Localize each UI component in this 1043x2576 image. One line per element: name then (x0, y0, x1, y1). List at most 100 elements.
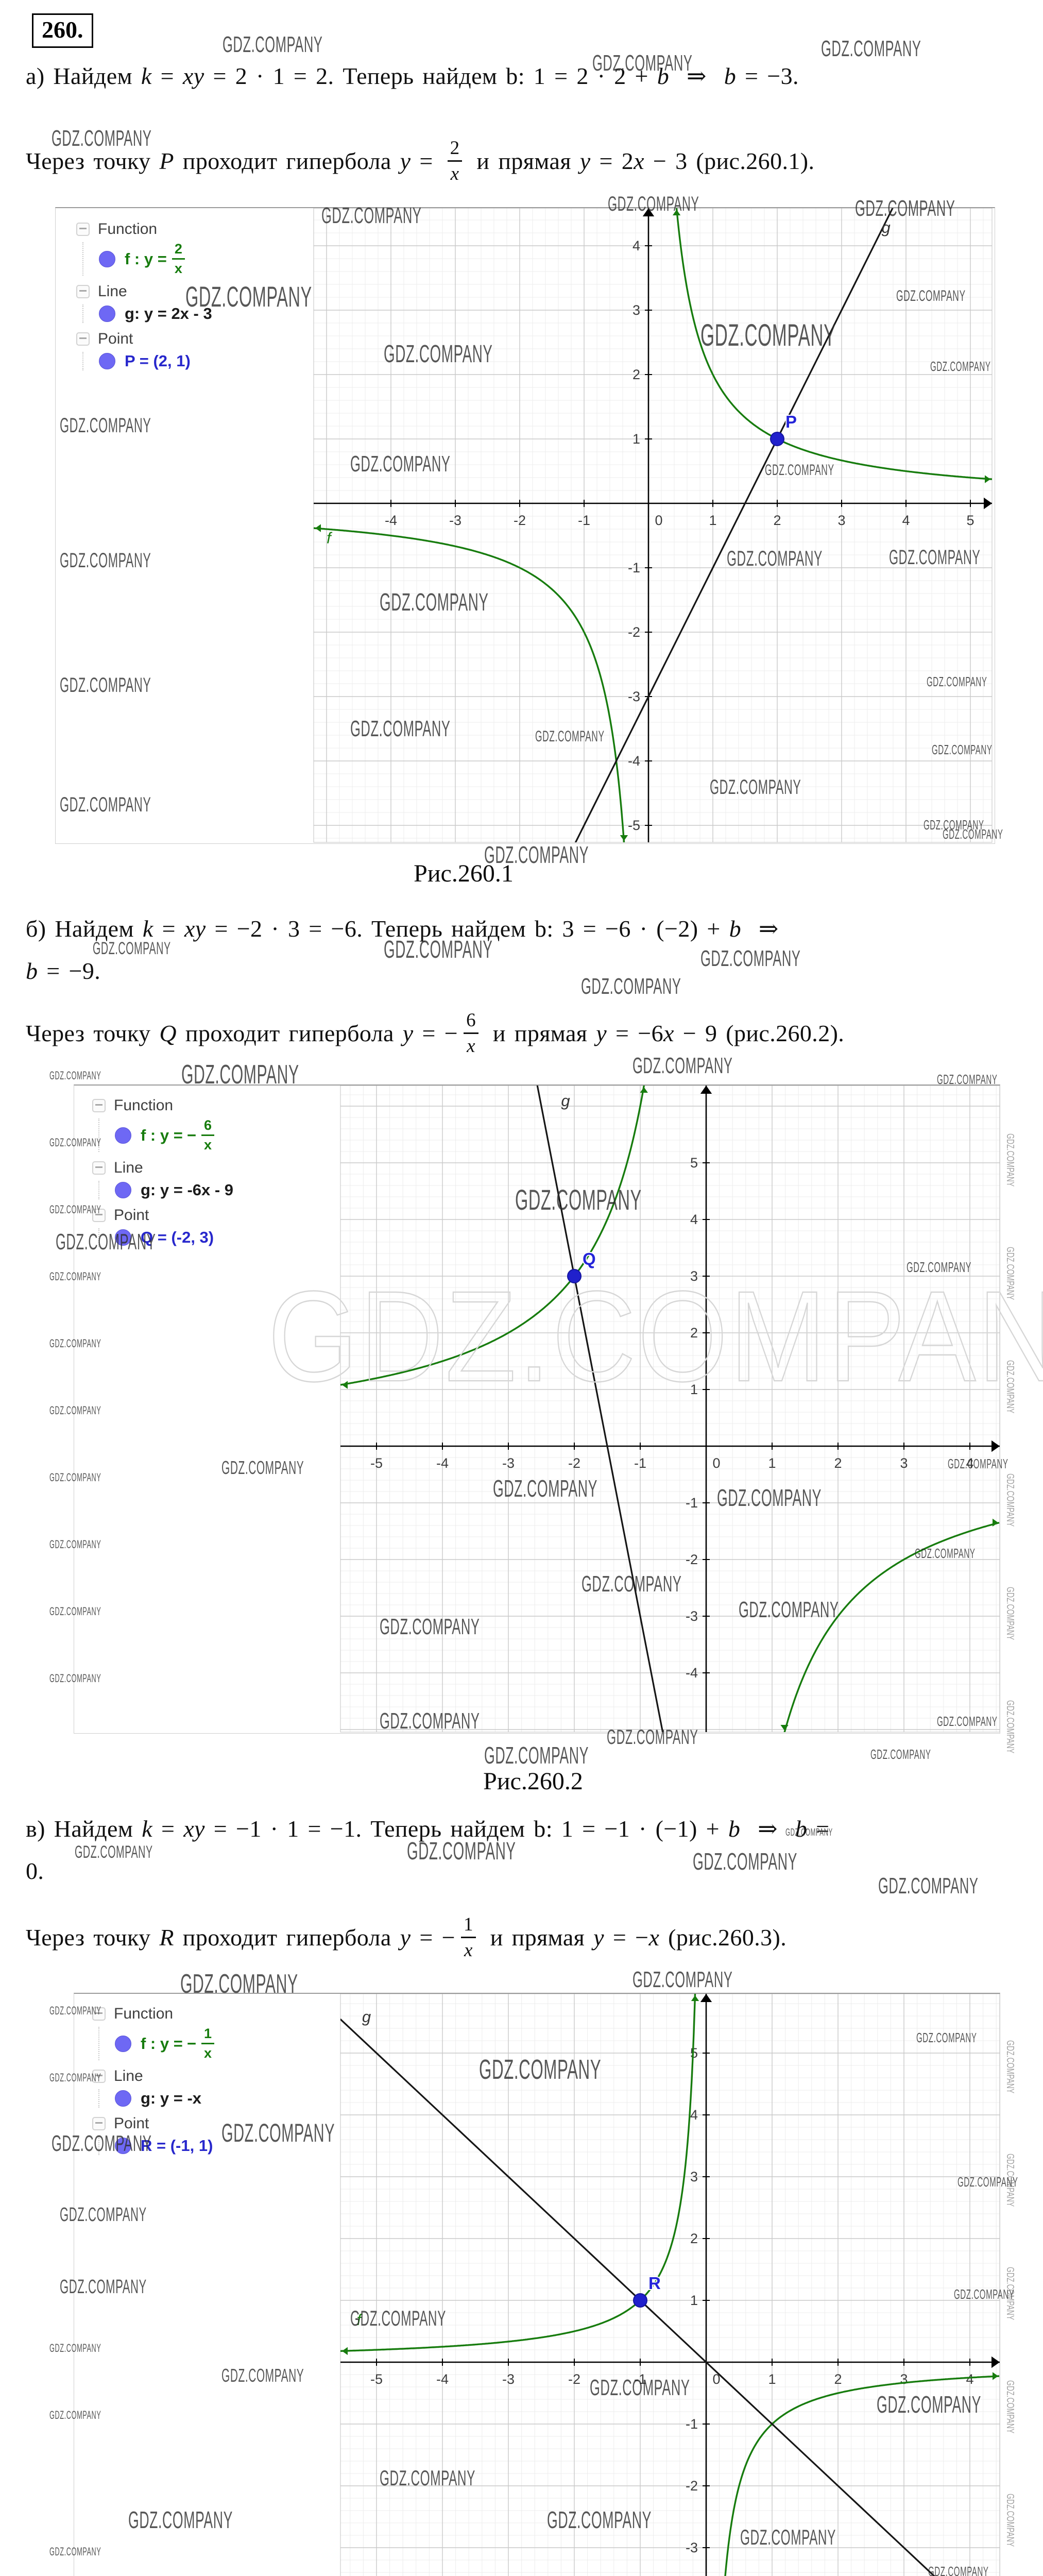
solution-line-b2: Через точку Q проходит гипербола y = − 6… (26, 1002, 844, 1064)
tick-labels: -5 -4 -3 -2 -1 0 1 2 3 4 5 4 3 2 1 -1 -2 -3 -4 (370, 1155, 974, 1681)
collapse-icon (76, 223, 90, 236)
watermark: GDZ.COMPANY (693, 1848, 798, 1875)
curve-end-arrow-icon (342, 2347, 348, 2355)
curve-end-arrow-icon (993, 1518, 998, 1527)
solution-line-b1b: b = −9. (26, 957, 100, 985)
watermark: GDZ.COMPANY (547, 2506, 652, 2533)
svg-text:4: 4 (966, 1455, 973, 1471)
svg-text:0: 0 (655, 513, 662, 528)
curve-label-g: g (561, 1092, 570, 1110)
watermark: GDZ.COMPANY (49, 2004, 101, 2017)
watermark-rotated: GDZ.COMPANY (1004, 2267, 1016, 2320)
watermark-rotated: GDZ.COMPANY (1004, 2040, 1016, 2094)
legend-group-function: Function (92, 1097, 334, 1114)
watermark: GDZ.COMPANY (765, 462, 834, 479)
watermark: GDZ.COMPANY (384, 936, 493, 963)
watermark: GDZ.COMPANY (608, 193, 699, 215)
tick-labels: -4 -3 -2 -1 0 1 2 3 4 5 4 3 2 1 -1 -2 -3 -4 -5 (385, 238, 974, 833)
svg-text:-3: -3 (686, 1608, 698, 1624)
watermark: GDZ.COMPANY (407, 1838, 516, 1865)
grid-minor (313, 208, 992, 842)
figure-1-caption: Рис.260.1 (414, 860, 514, 887)
watermark: GDZ.COMPANY (380, 2466, 475, 2490)
watermark: GDZ.COMPANY (221, 1457, 304, 1478)
curve-end-arrow-icon (993, 2372, 998, 2380)
visibility-bullet-icon (115, 1127, 131, 1144)
curve-end-arrow-icon (672, 210, 681, 215)
svg-text:2: 2 (690, 1325, 698, 1341)
text-segments: Через точку P проходит гипербола y = (26, 147, 442, 174)
watermark: GDZ.COMPANY (937, 1072, 998, 1087)
watermark: GDZ.COMPANY (49, 1471, 101, 1484)
legend-item-point: R = (-1, 1) (115, 2137, 334, 2155)
watermark: GDZ.COMPANY (60, 414, 151, 437)
legend-header-label: Line (98, 283, 127, 300)
watermark-rotated: GDZ.COMPANY (1004, 1700, 1016, 1754)
watermark: GDZ.COMPANY (924, 817, 984, 833)
curves (314, 208, 992, 842)
legend-header-label: Function (98, 221, 158, 238)
svg-text:-5: -5 (628, 818, 640, 833)
watermark: GDZ.COMPANY (350, 2306, 446, 2330)
visibility-bullet-icon (115, 1229, 131, 1246)
figure-2-plot: -5 -4 -3 -2 -1 0 1 2 3 4 5 4 3 2 1 -1 -2 -3 -4 g Q (340, 1086, 1000, 1733)
svg-text:-1: -1 (634, 2371, 646, 2387)
collapse-icon (92, 2117, 106, 2130)
svg-text:-4: -4 (686, 1665, 698, 1681)
watermark: GDZ.COMPANY (700, 318, 836, 352)
curve-end-arrow-icon (780, 1725, 789, 1731)
watermark: GDZ.COMPANY (717, 1484, 822, 1511)
watermark: GDZ.COMPANY (535, 728, 605, 745)
svg-text:-4: -4 (628, 753, 640, 769)
legend-item-line: g: y = 2x - 3 (99, 304, 318, 323)
watermark: GDZ.COMPANY (590, 2375, 690, 2400)
watermark-rotated: GDZ.COMPANY (1004, 1247, 1016, 1300)
watermark: GDZ.COMPANY (350, 451, 451, 477)
curve-hyperbola-f (314, 527, 625, 842)
text-segments: в) Найдем k = xy = −1 · 1 = −1. Теперь н… (26, 1816, 830, 1842)
svg-text:-3: -3 (502, 2371, 515, 2387)
watermark: GDZ.COMPANY (493, 1475, 598, 1502)
text-segments: и прямая y = −x (рис.260.3). (481, 1924, 787, 1951)
svg-text:-3: -3 (686, 2540, 698, 2555)
svg-text:-2: -2 (686, 2478, 698, 2494)
svg-text:-5: -5 (370, 1455, 383, 1471)
svg-text:1: 1 (768, 2371, 776, 2387)
svg-text:-1: -1 (686, 1495, 698, 1511)
watermark: GDZ.COMPANY (180, 1969, 298, 1999)
watermark: GDZ.COMPANY (60, 549, 151, 572)
watermark: GDZ.COMPANY (60, 2276, 147, 2298)
watermark-rotated: GDZ.COMPANY (1004, 1473, 1016, 1527)
svg-text:3: 3 (837, 513, 845, 528)
watermark: GDZ.COMPANY (52, 2131, 152, 2156)
svg-text:-2: -2 (568, 1455, 580, 1471)
visibility-bullet-icon (115, 1182, 131, 1198)
x-axis-arrow-icon (991, 1440, 1000, 1452)
watermark: GDZ.COMPANY (896, 287, 966, 304)
svg-text:0: 0 (712, 1455, 720, 1471)
watermark: GDZ.COMPANY (380, 1708, 480, 1734)
watermark-rotated: GDZ.COMPANY (1004, 1360, 1016, 1414)
legend-header-label: Function (114, 2005, 174, 2022)
legend-header-label: Line (114, 2067, 143, 2084)
svg-text:2: 2 (773, 513, 781, 528)
y-axis-arrow-icon (700, 1086, 712, 1094)
watermark: GDZ.COMPANY (384, 341, 493, 368)
legend-group-point: Point (76, 330, 318, 348)
visibility-bullet-icon (115, 2035, 131, 2052)
text-segments: и прямая y = 2x − 3 (рис.260.1). (468, 147, 815, 174)
collapse-icon (92, 2070, 106, 2083)
watermark: GDZ.COMPANY (855, 196, 955, 221)
curve-hyperbola-f (724, 2375, 1000, 2576)
watermark: GDZ.COMPANY (928, 2564, 989, 2576)
watermark-rotated: GDZ.COMPANY (1004, 2154, 1016, 2207)
legend-group-point: Point (92, 1207, 334, 1224)
watermark-rotated: GDZ.COMPANY (1004, 1587, 1016, 1640)
